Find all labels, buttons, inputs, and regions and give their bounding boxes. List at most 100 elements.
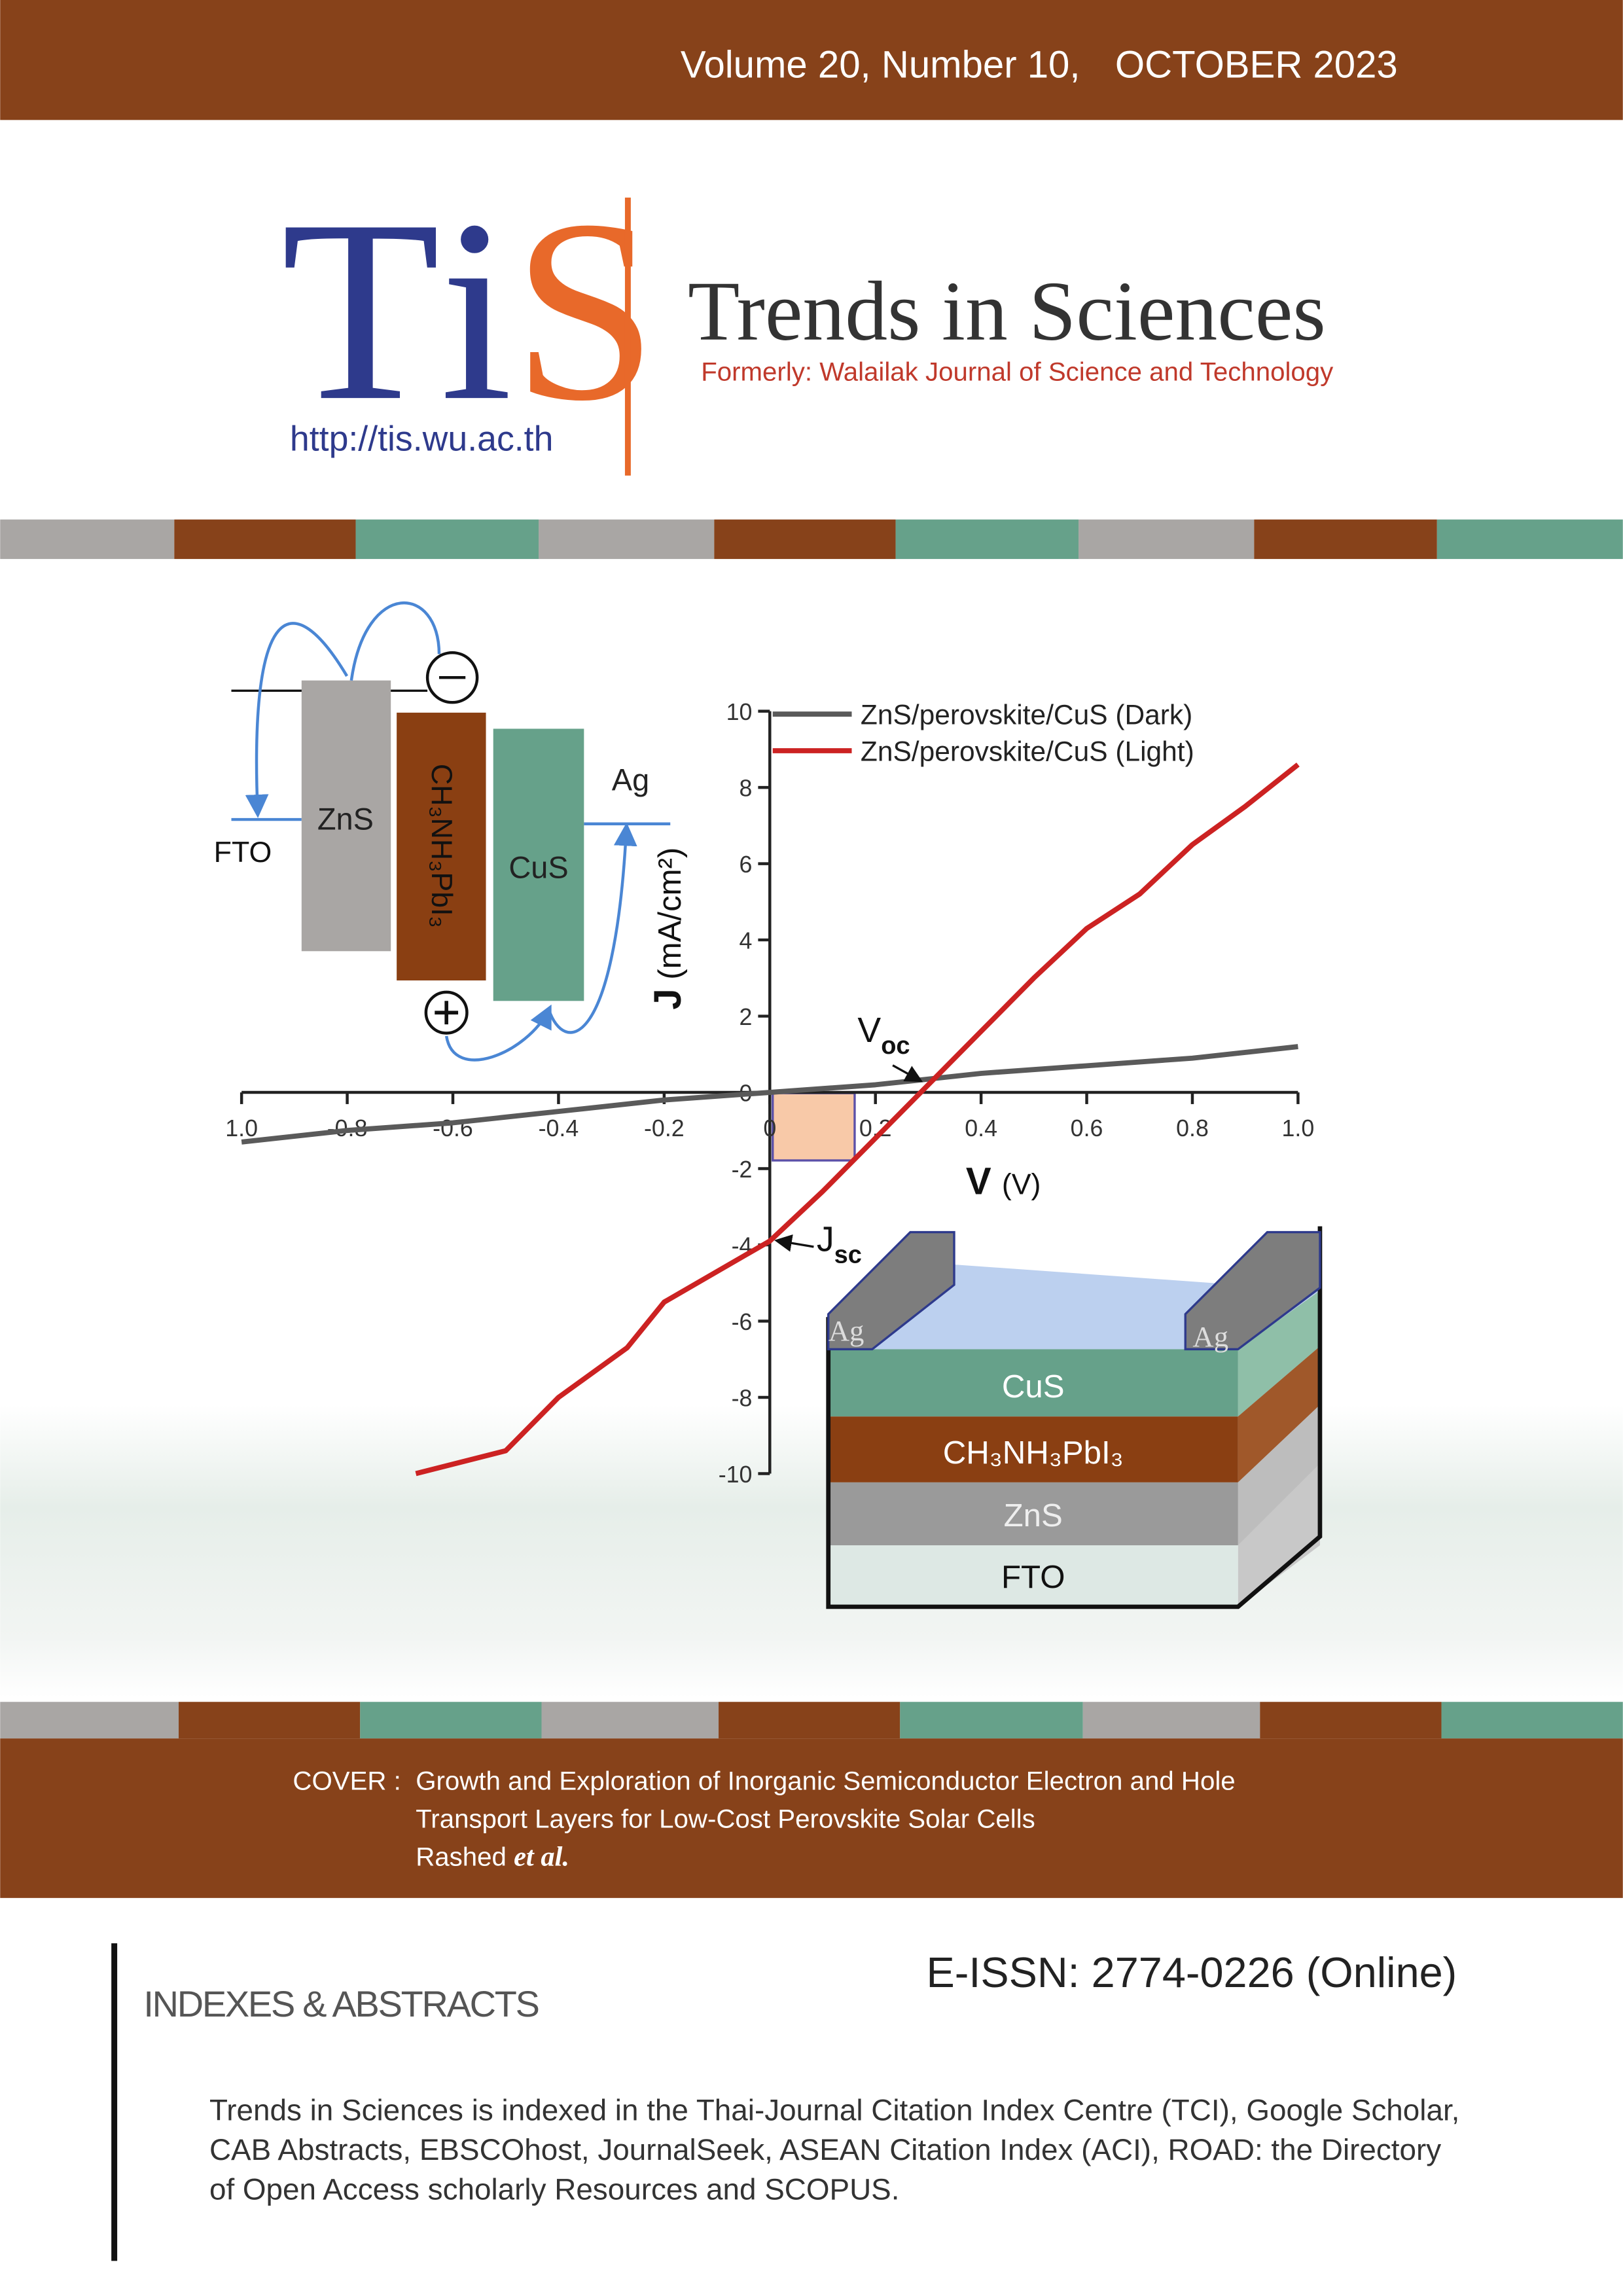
annotation-text: J bbox=[817, 1220, 834, 1259]
issn: E-ISSN: 2774-0226 (Online) bbox=[927, 1948, 1457, 1996]
paragraph: of Open Access scholarly Resources and S… bbox=[209, 2172, 900, 2206]
stripe-seg bbox=[1254, 519, 1437, 560]
label: FTO bbox=[1001, 1559, 1065, 1595]
y-tick-label: 8 bbox=[740, 776, 753, 802]
header-band bbox=[0, 0, 1623, 120]
side-perov bbox=[1238, 1346, 1320, 1482]
etal: et al. bbox=[514, 1842, 569, 1873]
ag-bar bbox=[1184, 1230, 1321, 1351]
backdrop bbox=[0, 1405, 1623, 1698]
device: Ag Ag CuS CH₃NH₃PbI₃ ZnS FTO bbox=[826, 1226, 1323, 1609]
cover-title: Growth and Exploration of Inorganic Semi… bbox=[416, 1766, 1235, 1795]
x-tick-label: 1.0 bbox=[225, 1115, 258, 1141]
stripe-seg bbox=[714, 519, 896, 560]
layer-zns bbox=[828, 1482, 1238, 1546]
annotation-arrow bbox=[774, 1234, 814, 1252]
x-tick-label: 0 bbox=[763, 1115, 776, 1141]
highlight bbox=[772, 1092, 856, 1162]
y-tick-label: 6 bbox=[740, 852, 753, 878]
annotation-arrow bbox=[892, 1064, 923, 1083]
author: Rashed bbox=[416, 1842, 507, 1872]
y-tick-label: 2 bbox=[740, 1004, 753, 1030]
stripe-seg bbox=[1441, 1702, 1623, 1739]
series-line bbox=[241, 1044, 1298, 1145]
layer-fto bbox=[828, 1545, 1238, 1607]
side-cus bbox=[1238, 1290, 1320, 1417]
cover-author: Rashed et al. bbox=[416, 1842, 569, 1873]
url: http://tis.wu.ac.th bbox=[290, 420, 553, 459]
label: ZnS bbox=[317, 802, 374, 836]
stripe-seg bbox=[360, 1702, 542, 1739]
outline bbox=[826, 1226, 1323, 1609]
label: FTO bbox=[214, 836, 272, 869]
zns-band bbox=[301, 680, 391, 952]
stripe-seg bbox=[1082, 1702, 1260, 1739]
x-tick-label: -0.2 bbox=[644, 1115, 685, 1141]
series-line bbox=[415, 762, 1300, 1477]
stripe-seg bbox=[900, 1702, 1083, 1739]
x-tick-label: 1.0 bbox=[1282, 1115, 1315, 1141]
cus-band bbox=[493, 728, 584, 1001]
cover-band bbox=[0, 1738, 1623, 1898]
stripe-seg bbox=[0, 1702, 179, 1739]
label: Ag bbox=[612, 762, 649, 797]
stripe-seg bbox=[0, 519, 175, 560]
x-tick-label: -0.4 bbox=[539, 1115, 579, 1141]
stripe-seg bbox=[539, 519, 715, 560]
label: CH₃NH₃PbI₃ bbox=[425, 764, 457, 928]
stripe-seg bbox=[1260, 1702, 1442, 1739]
stripe-seg bbox=[1436, 519, 1623, 560]
y-tick-label: 10 bbox=[726, 699, 753, 725]
stripe bbox=[0, 1702, 1623, 1739]
plus bbox=[435, 1001, 459, 1025]
heading: INDEXES & ABSTRACTS bbox=[143, 1983, 538, 2024]
stripe-seg bbox=[541, 1702, 719, 1739]
paragraph: Trends in Sciences is indexed in the Tha… bbox=[209, 2094, 1459, 2127]
arrow bbox=[349, 601, 441, 681]
x-tick-label: 0.4 bbox=[965, 1115, 997, 1141]
journal-title: Trends in Sciences bbox=[688, 264, 1326, 359]
paragraph: CAB Abstracts, EBSCOhost, JournalSeek, A… bbox=[209, 2133, 1441, 2166]
date: OCTOBER 2023 bbox=[1115, 43, 1398, 86]
y-unit: (mA/cm²) bbox=[652, 848, 688, 980]
side-zns bbox=[1238, 1405, 1320, 1546]
label: Ag bbox=[829, 1314, 865, 1347]
perovskite-band bbox=[397, 712, 486, 980]
annotation-sub: sc bbox=[834, 1242, 862, 1269]
label: CuS bbox=[508, 850, 568, 884]
logo: TiS bbox=[281, 166, 658, 455]
cover-label: COVER : bbox=[293, 1766, 401, 1795]
arrow bbox=[547, 822, 637, 1034]
issue: Volume 20, Number 10, bbox=[681, 43, 1080, 86]
x-tick-label: 0.8 bbox=[1176, 1115, 1209, 1141]
stripe-seg bbox=[1079, 519, 1255, 560]
y-tick-label: -2 bbox=[732, 1157, 753, 1183]
legend-label: ZnS/perovskite/CuS (Dark) bbox=[861, 700, 1192, 731]
subtitle: Formerly: Walailak Journal of Science an… bbox=[701, 357, 1334, 386]
annotation: Jsc bbox=[817, 1220, 862, 1269]
arrow bbox=[444, 1004, 552, 1062]
arrow bbox=[245, 622, 349, 818]
stripe-seg bbox=[355, 519, 539, 560]
ag-bar bbox=[827, 1230, 955, 1351]
band-diagram: FTO ZnS CH₃NH₃PbI₃ CuS Ag bbox=[214, 601, 671, 1062]
stripe-seg bbox=[174, 519, 356, 560]
x-unit: (V) bbox=[1002, 1168, 1041, 1200]
layer-perovskite bbox=[828, 1416, 1238, 1482]
cover-title: Transport Layers for Low-Cost Perovskite… bbox=[416, 1804, 1035, 1834]
stripe bbox=[0, 519, 1623, 560]
label: Ag bbox=[1192, 1320, 1228, 1353]
jv-chart: 1.0 -0.8 -0.6 -0.4 -0.2 0 0.2 0.4 0.6 0.8 1.0-10-8… bbox=[225, 699, 1314, 1488]
stripe-seg bbox=[719, 1702, 901, 1739]
y-axis-title: J (mA/cm²) bbox=[647, 848, 689, 1010]
stripe-seg bbox=[895, 519, 1079, 560]
x-tick-label: 0.6 bbox=[1071, 1115, 1103, 1141]
annotation-sub: oc bbox=[881, 1032, 910, 1060]
y-tick-label: 4 bbox=[740, 927, 753, 954]
label: CH₃NH₃PbI₃ bbox=[943, 1435, 1124, 1471]
annotation: Voc bbox=[857, 1011, 910, 1060]
stripe-seg bbox=[179, 1702, 361, 1739]
x-label: V bbox=[966, 1160, 991, 1202]
